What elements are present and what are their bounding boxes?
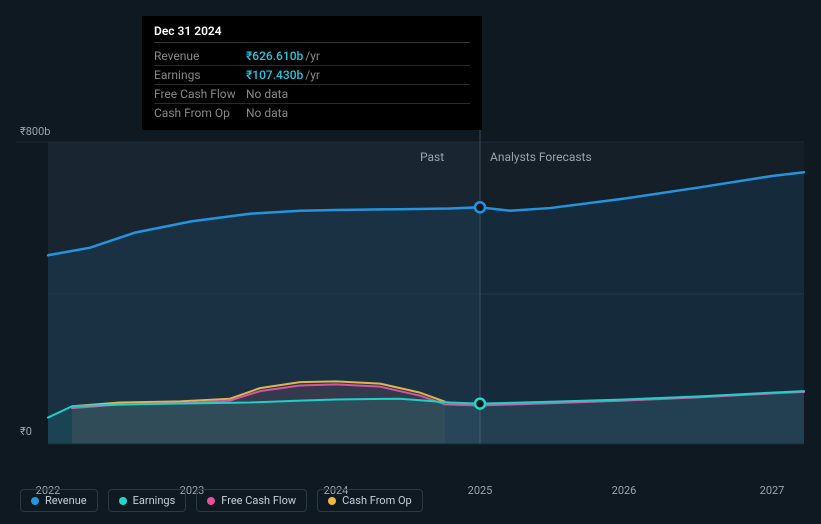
tooltip-date: Dec 31 2024	[154, 24, 470, 43]
x-axis-tick-label: 2027	[760, 484, 785, 497]
legend-dot-icon	[31, 497, 39, 505]
legend-item-revenue[interactable]: Revenue	[20, 489, 98, 512]
chart-tooltip: Dec 31 2024 Revenue₹626.610b /yrEarnings…	[142, 16, 482, 130]
tooltip-row-nodata: No data	[246, 87, 288, 101]
tooltip-row: Free Cash FlowNo data	[154, 85, 470, 104]
tooltip-row: Revenue₹626.610b /yr	[154, 47, 470, 66]
tooltip-row-nodata: No data	[246, 106, 288, 120]
x-axis-tick-label: 2025	[468, 484, 493, 497]
legend-dot-icon	[328, 497, 336, 505]
legend-item-label: Free Cash Flow	[221, 494, 296, 507]
tooltip-row-value: ₹107.430b	[246, 68, 303, 82]
chart-legend: Revenue Earnings Free Cash Flow Cash From O…	[20, 489, 423, 512]
legend-item-cfo[interactable]: Cash From Op	[317, 489, 423, 512]
tooltip-row-label: Earnings	[154, 68, 246, 82]
legend-item-label: Earnings	[133, 494, 176, 507]
forecast-section-label: Analysts Forecasts	[490, 150, 592, 164]
legend-dot-icon	[207, 497, 215, 505]
legend-dot-icon	[119, 497, 127, 505]
tooltip-row-value: ₹626.610b	[246, 49, 303, 63]
legend-item-label: Revenue	[45, 494, 87, 507]
past-section-label: Past	[420, 150, 444, 164]
tooltip-row-label: Free Cash Flow	[154, 87, 246, 101]
legend-item-earnings[interactable]: Earnings	[108, 489, 187, 512]
tooltip-row: Cash From OpNo data	[154, 104, 470, 122]
tooltip-row: Earnings₹107.430b /yr	[154, 66, 470, 85]
legend-item-label: Cash From Op	[342, 494, 412, 507]
tooltip-row-label: Revenue	[154, 49, 246, 63]
x-axis-tick-label: 2026	[612, 484, 637, 497]
legend-item-fcf[interactable]: Free Cash Flow	[196, 489, 307, 512]
tooltip-row-label: Cash From Op	[154, 106, 246, 120]
tooltip-row-unit: /yr	[305, 68, 320, 82]
tooltip-row-unit: /yr	[305, 49, 320, 63]
